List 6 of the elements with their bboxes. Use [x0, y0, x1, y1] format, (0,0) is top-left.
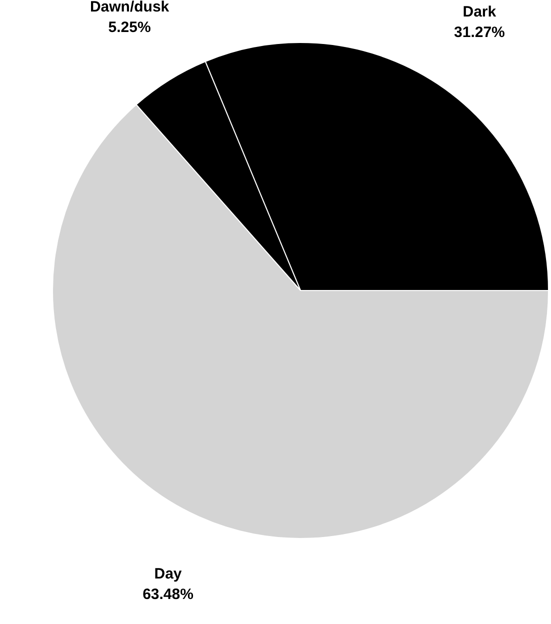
- slice-label: Dark: [462, 4, 497, 21]
- data-label: 63.48%: [142, 586, 194, 604]
- slice-label: Day: [154, 566, 182, 583]
- data-label: 5.25%: [108, 18, 151, 36]
- slice-label: Dawn/dusk: [90, 0, 170, 16]
- data-label: 31.27%: [454, 24, 505, 42]
